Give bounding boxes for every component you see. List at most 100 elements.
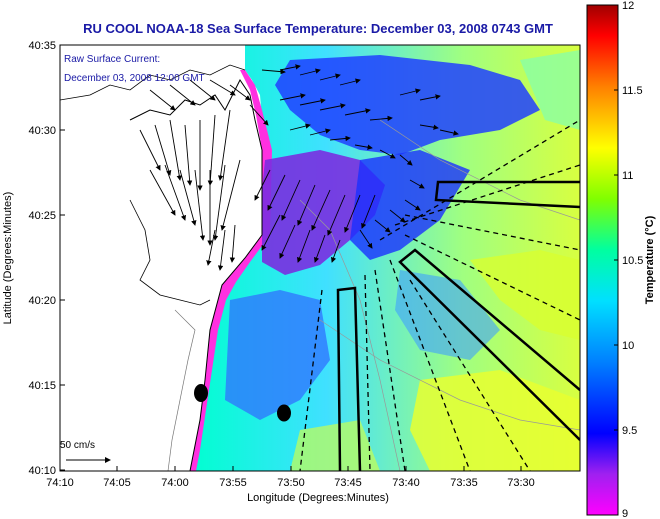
current-vector	[154, 124, 172, 176]
x-tick-label: 73:45	[334, 477, 362, 489]
current-vector	[399, 88, 421, 96]
y-tick-label: 40:25	[28, 210, 56, 222]
colorbar-tick-label: 9	[622, 508, 628, 519]
current-vector	[309, 128, 331, 136]
sector-east	[434, 180, 580, 209]
x-tick-label: 73:50	[277, 477, 305, 489]
current-vector	[331, 239, 341, 263]
current-vector	[404, 199, 421, 211]
current-vector	[164, 164, 186, 221]
transect-line	[299, 289, 323, 471]
current-vector	[281, 179, 301, 221]
y-axis: 40:35 40:30 40:25 40:20 40:15 40:10 Lati…	[2, 40, 65, 477]
current-vectors	[139, 64, 459, 271]
colorbar-tick-label: 9.5	[622, 425, 637, 437]
current-vector	[419, 124, 439, 130]
inland-shoreline	[129, 199, 211, 306]
plot-area: Raw Surface Current: December 03, 2008 1…	[60, 45, 580, 471]
current-vector	[311, 189, 331, 231]
current-vector	[279, 64, 301, 71]
current-vector	[179, 169, 197, 226]
transect-line	[404, 214, 580, 251]
y-tick-label: 40:10	[28, 465, 56, 477]
transect-line	[374, 269, 406, 471]
annotation-line2: December 03, 2008 12:00 GMT	[64, 73, 205, 84]
current-vector	[319, 103, 346, 111]
current-vector	[399, 154, 413, 166]
cold-coastal-band	[190, 70, 272, 471]
colorbar-tick-label: 10.5	[622, 255, 643, 267]
current-vector	[249, 104, 269, 126]
current-vector	[261, 214, 281, 251]
current-vector	[297, 229, 311, 263]
x-axis-label: Longitude (Degrees:Minutes)	[247, 492, 389, 504]
plot-frame	[59, 44, 581, 472]
colorbar-label: Temperature (°C)	[644, 215, 656, 304]
annotation-line1: Raw Surface Current:	[64, 54, 160, 65]
current-vector	[254, 169, 271, 201]
bay-shoreline	[60, 64, 246, 101]
radial-transects	[299, 119, 580, 471]
y-tick-label: 40:35	[28, 40, 56, 52]
y-tick-label: 40:30	[28, 125, 56, 137]
colorbar-gradient	[586, 4, 619, 516]
current-vector	[299, 98, 326, 106]
warm-patch-east	[470, 250, 580, 340]
current-vector	[389, 209, 406, 223]
current-vector	[139, 129, 161, 171]
bathymetry-contour-south	[319, 319, 580, 431]
cold-plume	[262, 150, 385, 275]
current-vector	[261, 68, 286, 75]
current-vector	[327, 194, 346, 236]
current-vector	[169, 119, 182, 181]
warm-patch-southeast	[410, 370, 580, 471]
bathymetry-contour-north	[379, 119, 580, 221]
current-vector	[194, 169, 206, 241]
scale-bar-label: 50 cm/s	[60, 440, 95, 451]
transect-line	[364, 274, 371, 471]
current-vector	[279, 224, 296, 259]
current-vector	[361, 194, 376, 229]
current-vector	[369, 115, 393, 122]
colorbar-tick-label: 10	[622, 340, 634, 352]
current-vector	[374, 219, 391, 233]
y-axis-label: Latitude (Degrees:Minutes)	[2, 192, 14, 325]
current-vector	[419, 94, 441, 101]
current-vector	[229, 84, 251, 101]
current-vector	[169, 84, 196, 106]
blue-patch-south	[225, 290, 330, 420]
current-vector	[289, 123, 311, 131]
current-vector	[207, 114, 216, 186]
x-tick-label: 74:00	[161, 477, 189, 489]
current-vector	[217, 229, 226, 271]
current-vector	[329, 135, 351, 142]
bathymetry-contour-inner	[167, 309, 196, 471]
x-tick-label: 73:55	[219, 477, 247, 489]
x-tick-label: 73:30	[507, 477, 535, 489]
current-vector	[344, 194, 361, 233]
current-vector	[212, 164, 226, 241]
current-vector	[206, 229, 216, 266]
x-tick-label: 73:40	[392, 477, 420, 489]
current-vector	[299, 68, 321, 76]
green-patch-north	[520, 50, 580, 130]
y-tick-label: 40:20	[28, 295, 56, 307]
current-vector	[339, 78, 361, 86]
y-tick-label: 40:15	[28, 380, 56, 392]
current-vector	[319, 73, 341, 81]
sector-south	[336, 286, 362, 471]
current-vector	[267, 174, 286, 211]
current-vector	[217, 109, 231, 181]
current-vector	[379, 149, 396, 159]
x-tick-label: 74:05	[103, 477, 131, 489]
map-title: RU COOL NOAA-18 Sea Surface Temperature:…	[83, 21, 553, 36]
colorbar: 12 11.5 11 10.5 10 9.5 9 Temperature (°C…	[586, 0, 656, 519]
current-vector	[409, 179, 425, 189]
current-vector	[344, 108, 371, 116]
blue-plume-north	[275, 55, 540, 155]
current-vector	[314, 234, 326, 263]
current-vector	[229, 224, 236, 263]
mooring-marker	[194, 384, 208, 402]
current-vector	[189, 79, 216, 101]
x-tick-label: 73:35	[450, 477, 478, 489]
